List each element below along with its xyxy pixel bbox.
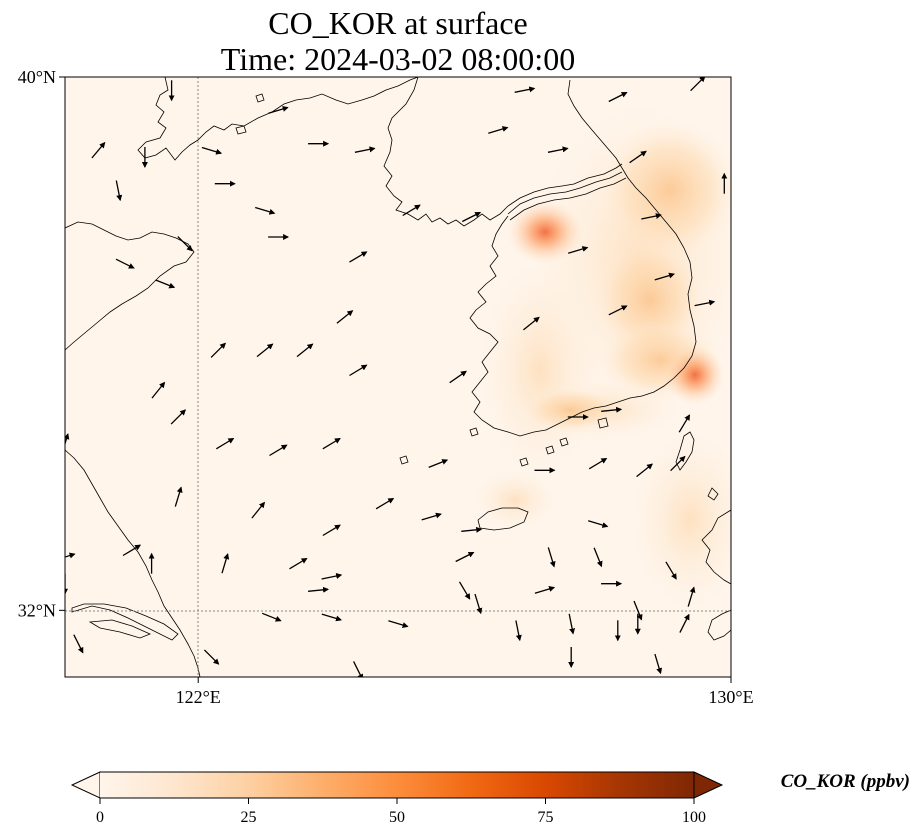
wind-arrow (388, 620, 409, 628)
lon-tick-label: 130°E (708, 687, 753, 707)
wind-arrow (255, 206, 276, 215)
wind-arrow (221, 553, 230, 574)
wind-arrow (568, 246, 589, 254)
wind-arrow (458, 581, 471, 600)
wind-arrow (522, 316, 540, 331)
wind-arrow (641, 213, 662, 220)
wind-arrow (636, 463, 653, 478)
wind-arrow (251, 501, 266, 519)
wind-arrow (568, 613, 576, 635)
colorbar-extend-high (693, 771, 724, 799)
gridlines (65, 77, 731, 677)
wind-arrow (665, 561, 677, 580)
wind-arrow (336, 310, 354, 324)
wind-arrow (588, 520, 609, 528)
wind-arrow (670, 455, 686, 472)
wind-arrow (462, 211, 482, 223)
map-axes: 122°E 130°E 40°N 32°N (18, 67, 754, 707)
wind-arrow (633, 600, 643, 621)
wind-arrow (679, 613, 690, 633)
wind-arrow (115, 180, 123, 202)
wind-arrow (588, 457, 608, 470)
wind-arrow (73, 634, 84, 654)
wind-arrow (461, 526, 483, 533)
wind-arrow (354, 146, 376, 153)
concentration-field (475, 100, 731, 610)
wind-arrow (322, 437, 341, 450)
wind-arrow (428, 459, 449, 469)
wind-arrow (321, 613, 342, 622)
wind-arrow (455, 551, 475, 563)
colorbar: 0 25 50 75 100 CO_KOR (ppbv) (70, 771, 910, 826)
wind-arrow (654, 272, 675, 281)
wind-arrow (601, 406, 623, 413)
wind-arrow (402, 204, 421, 217)
wind-arrow (608, 91, 628, 103)
map-title: CO_KOR at surface (268, 5, 528, 41)
colorbar-tick-label: 0 (96, 809, 104, 826)
wind-arrow (115, 258, 135, 269)
colorbar-extend-low (70, 771, 101, 799)
wind-arrow (308, 586, 329, 593)
wind-arrow (449, 370, 467, 384)
map-content (65, 77, 731, 677)
wind-arrow (322, 524, 341, 537)
wind-arrow (151, 381, 166, 399)
wind-arrow (155, 279, 176, 289)
coastlines (65, 77, 731, 677)
wind-arrow (547, 146, 569, 153)
wind-arrow (687, 586, 696, 607)
colorbar-tick-label: 25 (241, 809, 257, 826)
wind-arrow (177, 236, 193, 252)
lon-tick-label: 122°E (176, 687, 221, 707)
wind-arrow (122, 544, 142, 557)
wind-arrow (65, 433, 70, 446)
wind-arrow (694, 299, 716, 307)
colorbar-ticks: 0 25 50 75 100 (96, 798, 706, 826)
wind-arrow (678, 414, 691, 433)
wind-arrow (514, 86, 536, 93)
wind-arrow (210, 342, 227, 358)
wind-arrow (170, 409, 187, 425)
wind-arrow (488, 126, 509, 134)
wind-arrow (515, 620, 522, 642)
wind-arrow (91, 141, 106, 159)
lat-tick-label: 32°N (18, 600, 56, 620)
wind-arrow (534, 586, 556, 594)
wind-arrow (269, 444, 288, 457)
lat-tick-label: 40°N (18, 67, 56, 87)
wind-arrow (654, 653, 663, 675)
map-time-label: Time: 2024-03-02 08:00:00 (220, 41, 576, 77)
wind-arrow (321, 573, 343, 580)
wind-arrow (474, 593, 483, 615)
wind-arrow (296, 343, 314, 358)
colorbar-bar (100, 772, 694, 798)
wind-arrow (203, 649, 220, 665)
wind-arrow (353, 661, 363, 677)
wind-arrow (289, 557, 308, 570)
colorbar-tick-label: 50 (389, 809, 405, 826)
wind-arrow (268, 106, 289, 114)
wind-arrow (201, 146, 223, 155)
wind-arrow (547, 547, 556, 568)
colorbar-label: CO_KOR (ppbv) (781, 771, 910, 792)
wind-arrow (593, 547, 603, 568)
colorbar-tick-label: 75 (538, 809, 554, 826)
wind-arrow (375, 497, 395, 510)
wind-arrow (174, 486, 183, 507)
colorbar-tick-label: 100 (682, 809, 706, 826)
wind-arrow (629, 150, 647, 164)
wind-arrow (421, 512, 442, 521)
wind-arrow (261, 612, 282, 622)
wind-arrow (65, 552, 76, 559)
wind-arrow (349, 364, 368, 377)
wind-arrow (256, 343, 274, 358)
wind-arrow (215, 437, 235, 450)
wind-arrow (690, 77, 706, 92)
wind-arrow (349, 251, 368, 263)
map-frame (64, 76, 732, 678)
wind-vectors (65, 77, 728, 677)
wind-arrow (608, 305, 628, 316)
